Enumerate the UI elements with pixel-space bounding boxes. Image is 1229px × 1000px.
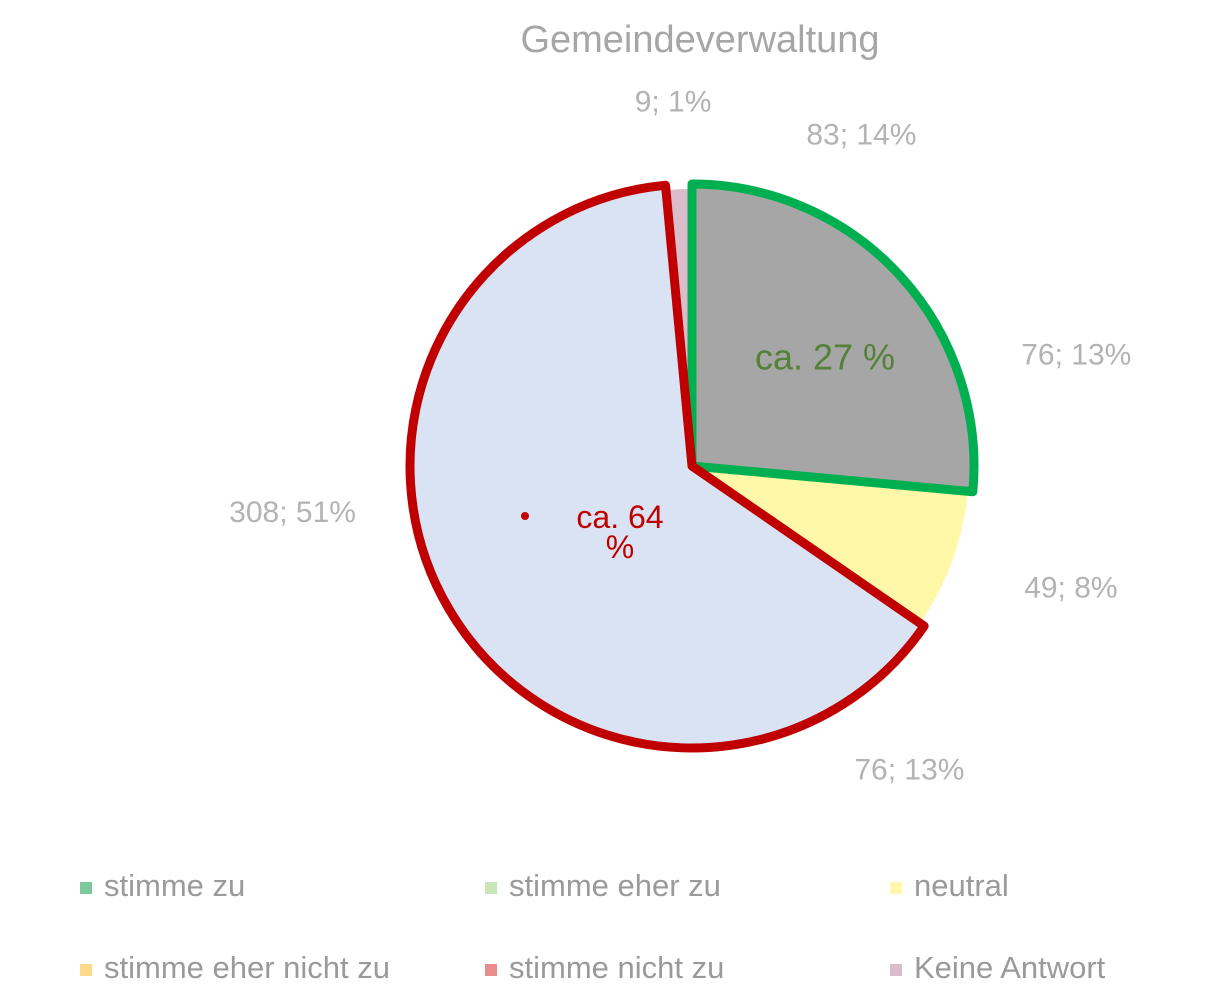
annotation: ca. 64 % [576, 499, 664, 565]
data-label: 83; 14% [806, 119, 916, 152]
data-label: 9; 1% [635, 85, 712, 118]
bullet [521, 512, 529, 520]
legend-label: stimme eher zu [509, 868, 721, 903]
legend-label: stimme zu [104, 868, 245, 903]
data-label: 308; 51% [229, 496, 356, 529]
pie-slice [688, 464, 970, 626]
data-label: 76; 13% [1021, 339, 1131, 372]
legend-label: neutral [914, 868, 1009, 903]
legend-swatch [80, 964, 92, 976]
legend-label: stimme nicht zu [509, 950, 724, 985]
legend-swatch [890, 882, 902, 894]
data-label: 76; 13% [854, 754, 964, 787]
group-overlay [405, 180, 929, 753]
chart-title: Gemeindeverwaltung [520, 19, 879, 61]
group-overlay [687, 179, 979, 497]
legend-swatch [80, 882, 92, 894]
legend-label: Keine Antwort [914, 950, 1106, 985]
legend-label: stimme eher nicht zu [104, 950, 390, 985]
legend-swatch [485, 964, 497, 976]
legend-swatch [890, 964, 902, 976]
data-label: 49; 8% [1024, 572, 1117, 605]
legend-swatch [485, 882, 497, 894]
annotation: ca. 27 % [755, 337, 895, 378]
